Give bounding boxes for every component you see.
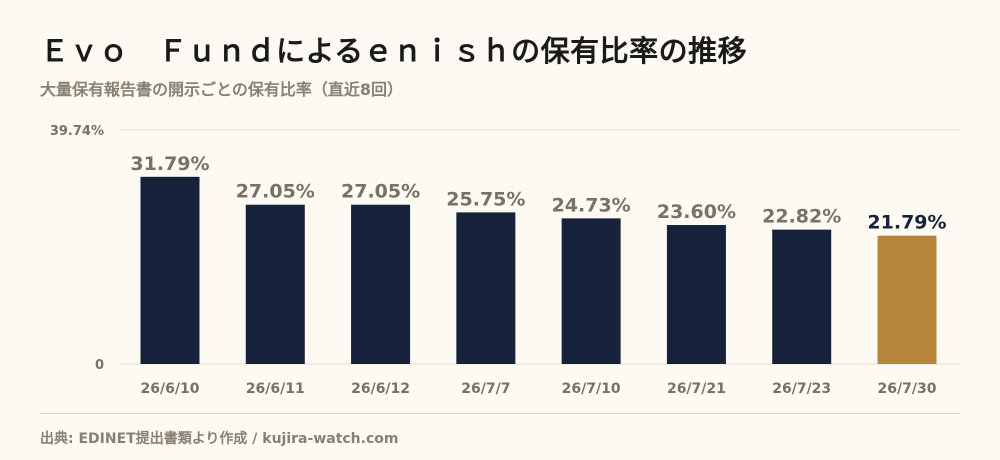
chart-title: Ｅｖｏ Ｆｕｎｄによるｅｎｉｓｈの保有比率の推移: [40, 34, 748, 68]
bar: [561, 218, 621, 364]
bar: [877, 235, 937, 364]
bar: [456, 212, 516, 364]
y-tick-label: 39.74%: [50, 124, 104, 139]
source-note: 出典: EDINET提出書類より作成 / kujira-watch.com: [40, 431, 399, 447]
bar: [140, 176, 200, 364]
bar: [351, 204, 411, 364]
bar: [666, 225, 726, 364]
x-tick-label: 26/7/23: [772, 381, 831, 397]
x-tick-label: 26/7/21: [667, 381, 726, 397]
data-label: 23.60%: [657, 201, 736, 223]
y-tick-label: 0: [95, 358, 104, 373]
x-tick-label: 26/7/30: [878, 381, 937, 397]
bar: [772, 229, 832, 364]
x-tick-label: 26/7/10: [562, 381, 621, 397]
data-label: 25.75%: [446, 188, 525, 210]
data-label: 22.82%: [762, 206, 841, 228]
x-tick-label: 26/7/7: [461, 381, 510, 397]
x-tick-label: 26/6/12: [351, 381, 410, 397]
x-tick-label: 26/6/10: [141, 381, 200, 397]
data-label: 31.79%: [130, 153, 209, 175]
x-tick-label: 26/6/11: [246, 381, 305, 397]
data-label: 27.05%: [341, 181, 420, 203]
footer-divider: [40, 413, 960, 414]
data-label: 24.73%: [552, 194, 631, 216]
bar-chart: 0 39.74% 31.79% 26/6/10 27.05% 26/6/11 27.05% 2…: [50, 124, 960, 397]
data-label: 27.05%: [236, 181, 315, 203]
bar: [245, 204, 305, 364]
data-label: 21.79%: [867, 212, 946, 234]
chart-subtitle: 大量保有報告書の開示ごとの保有比率（直近8回）: [40, 80, 403, 99]
